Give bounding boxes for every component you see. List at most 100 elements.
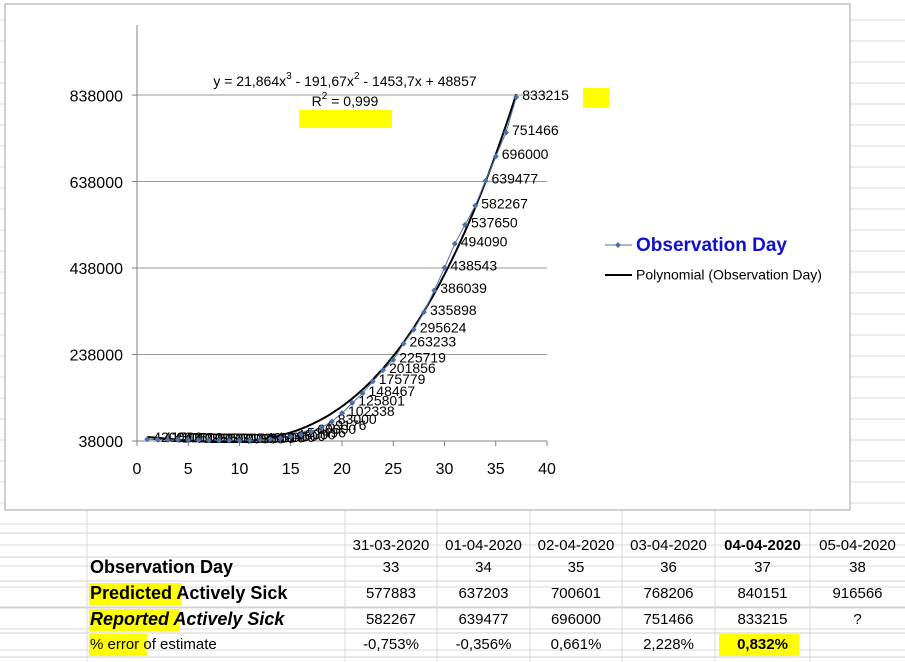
point bbox=[308, 428, 315, 435]
point bbox=[390, 356, 397, 363]
point bbox=[431, 287, 438, 294]
data-label: 582267 bbox=[481, 195, 528, 211]
data-label: 263233 bbox=[410, 333, 457, 349]
row-label: % error of estimate bbox=[90, 636, 217, 653]
legend-marker bbox=[615, 242, 621, 248]
y-tick-label: 438000 bbox=[70, 261, 123, 278]
y-tick-label: 838000 bbox=[70, 88, 123, 105]
cell: 37 bbox=[754, 559, 771, 576]
point bbox=[328, 418, 335, 425]
data-label: 751466 bbox=[512, 122, 559, 138]
data-label: 60000 bbox=[317, 421, 356, 437]
cell: 916566 bbox=[832, 585, 882, 602]
cell: 33 bbox=[383, 559, 400, 576]
x-tick-label: 30 bbox=[436, 461, 454, 478]
equation: y = 21,864x3 - 191,67x2 - 1453,7x + 4885… bbox=[213, 71, 477, 89]
data-label: 148467 bbox=[369, 383, 416, 399]
data-label: 39500 bbox=[256, 430, 295, 446]
data-label: 537650 bbox=[471, 215, 518, 231]
point bbox=[277, 435, 284, 442]
point bbox=[513, 94, 520, 101]
cell: 2,228% bbox=[643, 636, 694, 653]
cell: 34 bbox=[475, 559, 492, 576]
equation-part: = 0,999 bbox=[327, 93, 378, 109]
point bbox=[503, 129, 509, 136]
cell: 38 bbox=[849, 559, 866, 576]
column-header: 01-04-2020 bbox=[445, 537, 522, 554]
y-tick-label: 638000 bbox=[70, 175, 123, 192]
point bbox=[185, 437, 192, 444]
chart-area bbox=[4, 3, 851, 511]
label-part: Predicted bbox=[90, 583, 172, 603]
data-label: 40500 bbox=[184, 430, 223, 446]
label-part: Observation Day bbox=[90, 557, 233, 577]
data-label: 39100 bbox=[235, 430, 274, 446]
point bbox=[164, 436, 171, 443]
data-label: 696000 bbox=[502, 146, 549, 162]
data-label: 52496 bbox=[307, 424, 346, 440]
data-label: 48000 bbox=[297, 426, 336, 442]
x-tick-label: 10 bbox=[231, 461, 249, 478]
data-label: 39300 bbox=[225, 430, 264, 446]
point bbox=[226, 437, 233, 444]
highlight bbox=[719, 634, 799, 656]
cell: 700601 bbox=[551, 585, 601, 602]
point bbox=[492, 153, 499, 160]
superscript: 3 bbox=[286, 71, 292, 82]
equation-part: - 191,67x bbox=[292, 73, 354, 89]
x-tick-label: 0 bbox=[133, 461, 142, 478]
data-label: 335898 bbox=[430, 302, 477, 318]
x-tick-label: 5 bbox=[184, 461, 193, 478]
data-label: 39500 bbox=[215, 430, 254, 446]
x-tick-label: 15 bbox=[282, 461, 300, 478]
cell: 582267 bbox=[366, 611, 416, 628]
point bbox=[400, 340, 407, 347]
point bbox=[154, 436, 161, 443]
data-label: 40200 bbox=[194, 430, 233, 446]
point bbox=[236, 437, 243, 444]
cell: 639477 bbox=[458, 611, 508, 628]
cell: 35 bbox=[568, 559, 585, 576]
point bbox=[482, 177, 489, 184]
point bbox=[472, 202, 479, 209]
column-header: 02-04-2020 bbox=[538, 537, 615, 554]
point bbox=[175, 436, 181, 443]
superscript: 2 bbox=[322, 91, 328, 102]
highlight bbox=[89, 583, 181, 605]
point bbox=[298, 431, 304, 438]
y-tick-label: 38000 bbox=[79, 434, 124, 451]
point bbox=[246, 437, 253, 444]
cell: 577883 bbox=[366, 585, 416, 602]
point bbox=[287, 433, 294, 440]
cell: 0,832% bbox=[737, 636, 788, 653]
cell: -0,356% bbox=[456, 636, 512, 653]
data-label: 42000 bbox=[153, 429, 192, 445]
row-label: Reported Actively Sick bbox=[90, 609, 285, 629]
column-header: 05-04-2020 bbox=[819, 537, 896, 554]
point bbox=[318, 424, 325, 431]
point bbox=[144, 436, 151, 443]
x-tick-label: 20 bbox=[333, 461, 351, 478]
equation-part: y = 21,864x bbox=[213, 73, 286, 89]
cell: 751466 bbox=[643, 611, 693, 628]
data-label: 639477 bbox=[492, 171, 539, 187]
point bbox=[421, 309, 427, 316]
point bbox=[380, 367, 386, 374]
cell: 637203 bbox=[458, 585, 508, 602]
data-label: 69176 bbox=[328, 417, 367, 433]
label-part: Actively Sick bbox=[172, 583, 288, 603]
label-part: Actively Sick bbox=[169, 609, 285, 629]
equation: R2 = 0,999 bbox=[312, 91, 379, 109]
data-label: 39800 bbox=[205, 430, 244, 446]
cell: 36 bbox=[660, 559, 677, 576]
point bbox=[441, 264, 448, 271]
point bbox=[257, 436, 263, 443]
data-label: 125801 bbox=[358, 393, 405, 409]
cell: 696000 bbox=[551, 611, 601, 628]
point bbox=[349, 400, 356, 407]
data-label: 175779 bbox=[379, 371, 426, 387]
point bbox=[410, 326, 417, 333]
cell: 840151 bbox=[737, 585, 787, 602]
point bbox=[205, 437, 212, 444]
